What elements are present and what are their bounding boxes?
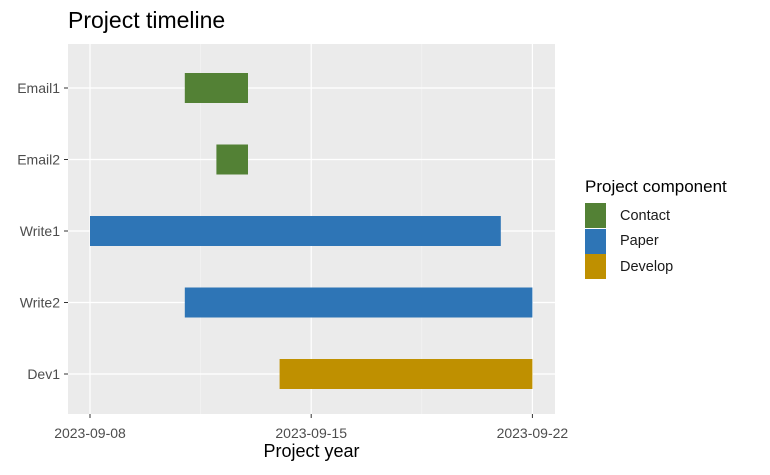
y-tick-label: Email1 xyxy=(17,80,60,96)
task-bars xyxy=(90,73,533,389)
x-axis: 2023-09-08 2023-09-15 2023-09-22 xyxy=(54,414,568,441)
chart-title: Project timeline xyxy=(68,7,226,33)
y-tick-label: Dev1 xyxy=(27,366,60,382)
legend-label-paper: Paper xyxy=(620,233,659,250)
x-axis-label: Project year xyxy=(263,441,360,461)
legend-label-contact: Contact xyxy=(620,207,670,224)
task-bar-email2 xyxy=(216,144,248,175)
legend-title: Project component xyxy=(585,177,727,196)
y-tick-label: Write1 xyxy=(20,223,60,239)
legend-key-develop xyxy=(585,254,606,280)
task-bar-write2 xyxy=(184,287,533,318)
task-bar-email1 xyxy=(184,73,248,103)
x-tick-label: 2023-09-15 xyxy=(275,425,347,441)
legend: Project component Contact Paper Develop xyxy=(585,177,727,280)
x-tick-label: 2023-09-22 xyxy=(497,425,569,441)
task-bar-write1 xyxy=(90,216,501,246)
x-tick-label: 2023-09-08 xyxy=(54,425,126,441)
legend-label-develop: Develop xyxy=(620,258,674,275)
y-axis: Email1 Email2 Write1 Write2 Dev1 xyxy=(17,80,68,382)
legend-item-develop: Develop xyxy=(585,254,727,280)
y-tick-label: Write2 xyxy=(20,295,60,311)
y-tick-label: Email2 xyxy=(17,152,60,168)
task-bar-dev1 xyxy=(279,359,533,389)
legend-key-contact xyxy=(585,203,606,229)
legend-item-contact: Contact xyxy=(585,203,727,229)
legend-key-paper xyxy=(585,228,606,254)
legend-item-paper: Paper xyxy=(585,228,727,255)
